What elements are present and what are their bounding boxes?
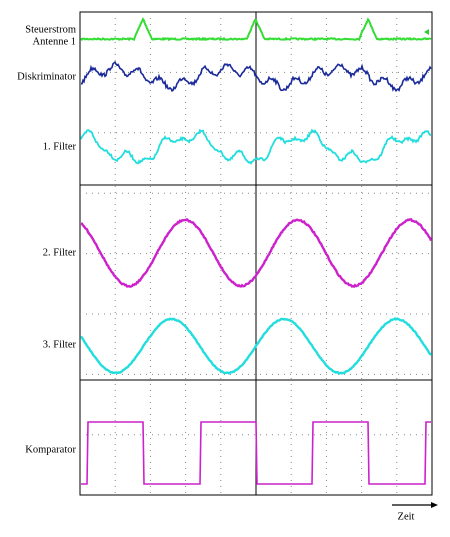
- waveform: [81, 421, 431, 485]
- trace-label: Diskriminator: [17, 71, 76, 82]
- trace-label: 1. Filter: [43, 141, 77, 152]
- waveform: [80, 128, 432, 165]
- trace-label: 3. Filter: [43, 339, 77, 350]
- traces: [80, 17, 433, 485]
- time-arrow-head: [431, 502, 438, 508]
- trace-label: 2. Filter: [43, 247, 77, 258]
- grid: [80, 12, 432, 495]
- trace-label: Antenne 1: [33, 36, 76, 47]
- trigger-marker: [424, 29, 429, 35]
- time-label: Zeit: [398, 511, 415, 522]
- waveform: [80, 317, 433, 375]
- waveform: [80, 217, 433, 289]
- trace-label: Steuerstrom: [25, 24, 76, 35]
- waveform: [80, 17, 432, 42]
- waveform: [80, 60, 432, 93]
- trace-label: Komparator: [25, 444, 76, 455]
